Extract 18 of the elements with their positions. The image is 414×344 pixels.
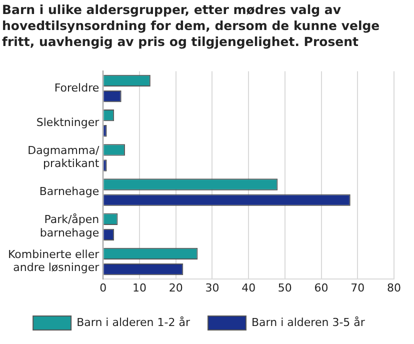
x-tick-label: 20 <box>168 281 183 294</box>
x-tick-label: 80 <box>387 281 401 294</box>
x-tick-label: 10 <box>132 281 147 294</box>
legend-label: Barn i alderen 3-5 år <box>252 316 366 329</box>
y-tick-label: Slektninger <box>36 116 100 129</box>
x-tick-label: 70 <box>350 281 365 294</box>
x-tick-label: 40 <box>242 281 256 294</box>
x-tick-label: 60 <box>314 281 328 294</box>
y-tick-label: Park/åpen barnehage <box>40 213 100 240</box>
x-tick-label: 0 <box>100 281 107 294</box>
legend-label: Barn i alderen 1-2 år <box>76 316 190 329</box>
x-tick-label: 50 <box>278 281 292 294</box>
y-tick-label: Dagmamma/ praktikant <box>28 144 100 170</box>
y-tick-label: Barnehage <box>39 185 100 198</box>
y-tick-label: Foreldre <box>54 81 100 94</box>
x-tick-label: 30 <box>205 281 220 294</box>
y-tick-label: Kombinerte eller andre løsninger <box>8 248 100 274</box>
chart-title: Barn i ulike aldersgrupper, etter mødres valg av hovedtilsynsordning for dem, dersom de kunne velge fritt, uavhengig av pris og tilgjengelighet. Prosent <box>1 1 381 51</box>
